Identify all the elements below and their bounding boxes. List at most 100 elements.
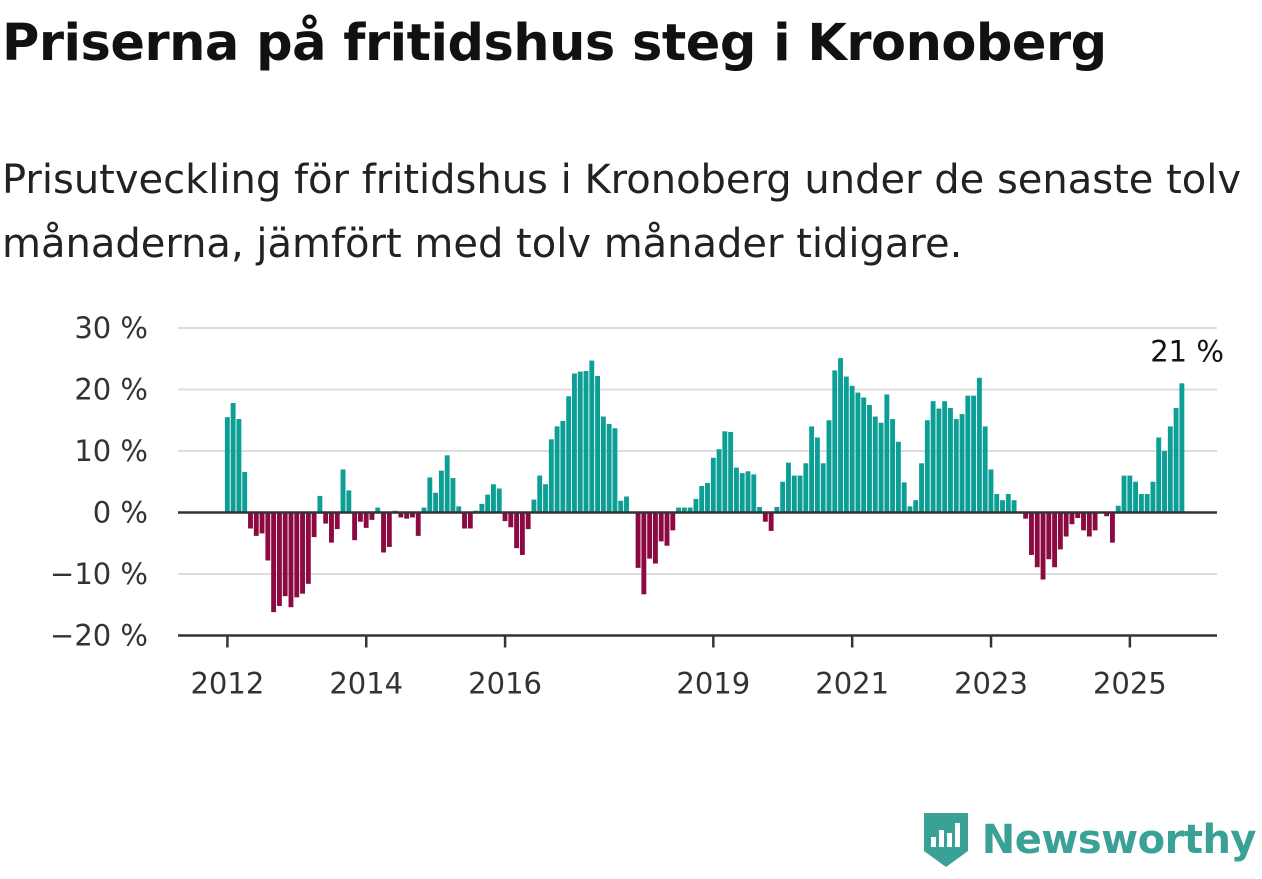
bar xyxy=(1167,426,1173,513)
bar xyxy=(988,469,994,513)
bar xyxy=(670,512,676,531)
bar xyxy=(878,422,884,513)
bar xyxy=(519,512,525,555)
x-tick-label: 2014 xyxy=(329,667,403,701)
bar xyxy=(722,431,728,513)
bar xyxy=(410,512,415,518)
bar xyxy=(1162,451,1167,513)
bar xyxy=(398,512,404,518)
bar xyxy=(1144,494,1150,513)
bar xyxy=(976,377,982,513)
bar xyxy=(1040,512,1046,580)
bar xyxy=(1179,383,1185,513)
bar xyxy=(554,426,560,513)
chart-title: Priserna på fritidshus steg i Kronoberg xyxy=(2,14,1107,73)
bar xyxy=(323,512,329,524)
bar xyxy=(300,512,305,594)
bar xyxy=(1052,512,1058,568)
bar xyxy=(890,419,896,513)
bar xyxy=(710,457,716,513)
bar xyxy=(624,496,629,513)
bar xyxy=(1115,505,1121,513)
y-tick-label: 30 % xyxy=(74,311,148,345)
newsworthy-logo: Newsworthy xyxy=(920,811,1257,869)
bar xyxy=(236,419,242,513)
bar xyxy=(224,417,230,513)
bar xyxy=(1075,512,1081,519)
bar xyxy=(971,395,977,513)
bar xyxy=(676,507,682,513)
bar xyxy=(1046,512,1052,560)
bar xyxy=(271,512,277,613)
bar xyxy=(1034,512,1040,568)
bar xyxy=(491,484,496,513)
bar xyxy=(774,506,780,513)
bar xyxy=(421,507,427,513)
bar xyxy=(433,492,439,513)
bar xyxy=(861,397,867,513)
bar xyxy=(635,512,641,568)
bar xyxy=(728,431,734,513)
bar xyxy=(317,495,323,513)
bar xyxy=(739,473,745,513)
bar xyxy=(294,512,300,598)
x-tick-label: 2023 xyxy=(954,667,1028,701)
bar xyxy=(572,373,577,513)
bar xyxy=(1005,494,1011,513)
bar xyxy=(1173,407,1179,513)
bar xyxy=(699,486,705,513)
bar xyxy=(1029,512,1034,555)
bar xyxy=(444,455,450,513)
bar xyxy=(618,500,624,513)
bar xyxy=(253,512,259,536)
bar xyxy=(329,512,334,543)
labels: 30 % 20 % 10 % 0 % −10 % −20 % 2012 2014 2016 201… xyxy=(50,311,1224,701)
bar xyxy=(693,498,699,513)
bar xyxy=(386,512,392,547)
bar xyxy=(907,506,913,513)
bar xyxy=(479,503,485,513)
bar xyxy=(375,507,381,513)
bar xyxy=(780,481,786,513)
bar xyxy=(462,512,467,529)
bar xyxy=(930,401,936,513)
bar xyxy=(265,512,271,561)
bar xyxy=(276,512,282,606)
bar xyxy=(583,371,589,513)
bar xyxy=(895,441,901,513)
bar xyxy=(1133,481,1139,513)
x-tick-label: 2019 xyxy=(676,667,750,701)
bar xyxy=(508,512,514,528)
chart-subtitle: Prisutveckling för fritidshus i Kronober… xyxy=(2,157,1242,267)
bar xyxy=(282,512,288,597)
bar xyxy=(259,512,265,534)
bar xyxy=(1069,512,1075,525)
bar xyxy=(1023,512,1029,519)
bar xyxy=(705,482,710,513)
bar xyxy=(803,463,809,513)
bar xyxy=(1092,512,1098,531)
bar xyxy=(913,500,919,513)
bar xyxy=(751,474,757,513)
bar xyxy=(456,506,462,513)
bar xyxy=(884,394,890,513)
bar xyxy=(415,512,421,536)
bar xyxy=(687,507,693,513)
bar xyxy=(1086,512,1092,537)
bar xyxy=(641,512,647,595)
bar xyxy=(600,416,606,513)
bar xyxy=(352,512,358,541)
bar xyxy=(647,512,653,559)
bar xyxy=(919,463,924,513)
bar xyxy=(745,471,751,513)
bar xyxy=(762,512,768,522)
x-tick-label: 2016 xyxy=(468,667,542,701)
bar xyxy=(340,469,346,513)
bar xyxy=(982,426,988,513)
bar xyxy=(288,512,294,608)
bar xyxy=(948,407,953,513)
newsworthy-logo-icon xyxy=(923,813,968,867)
x-tick-label: 2012 xyxy=(190,667,264,701)
bar xyxy=(652,512,658,564)
bar xyxy=(230,403,236,513)
